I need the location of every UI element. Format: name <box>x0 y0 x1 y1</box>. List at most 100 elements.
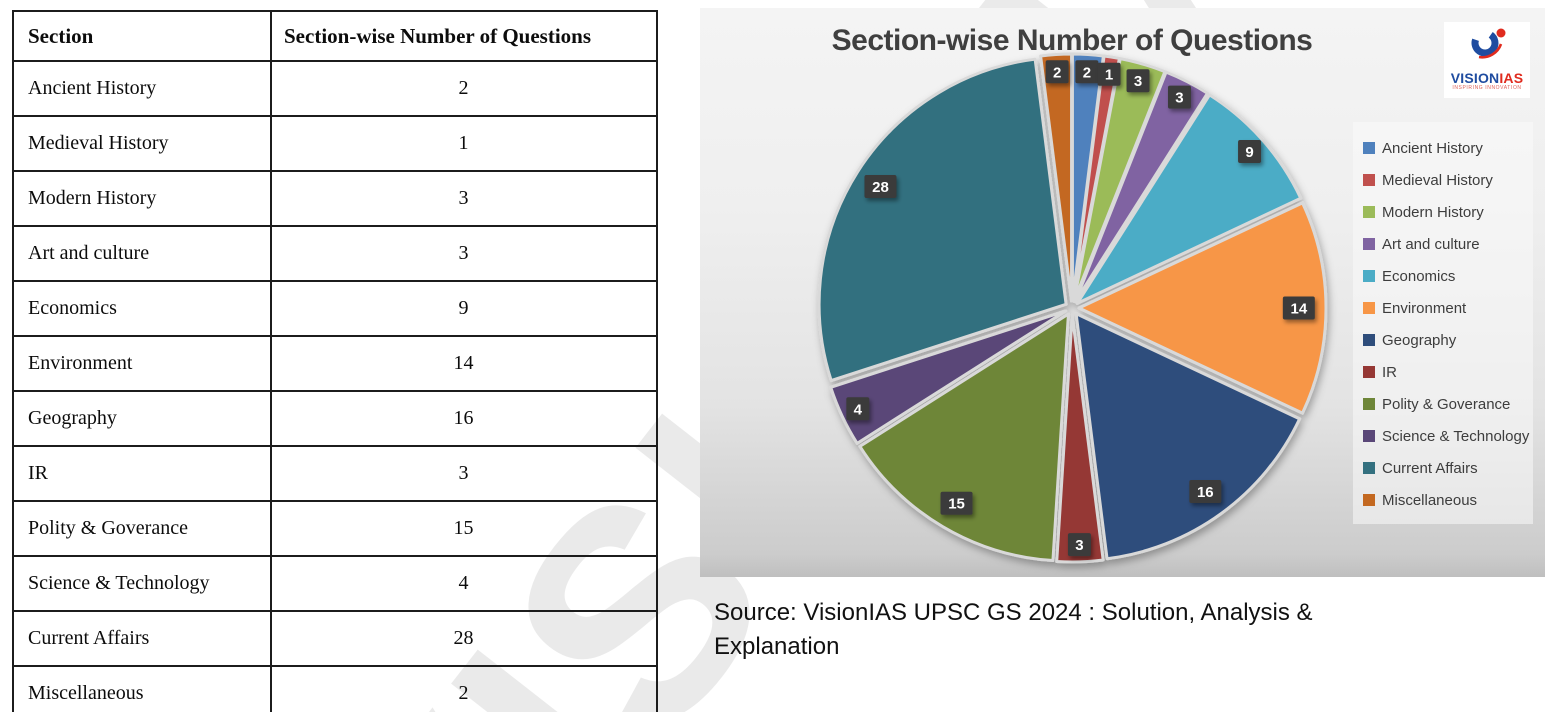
table-cell-section: Economics <box>12 280 272 337</box>
legend-item: Economics <box>1363 260 1533 292</box>
table-cell-section: Current Affairs <box>12 610 272 667</box>
legend-label: Modern History <box>1382 203 1484 221</box>
table-row: Ancient History 2 <box>12 60 658 117</box>
pie-data-label-box <box>1282 296 1315 320</box>
table-cell-section: Ancient History <box>12 60 272 117</box>
pie-slice-geography <box>1074 312 1302 561</box>
pie-data-label-value: 14 <box>1290 301 1307 318</box>
pie-data-label-box <box>1045 60 1069 84</box>
table-cell-questions: 3 <box>270 170 658 227</box>
section-table-head: Section Section-wise Number of Questions <box>12 10 658 62</box>
legend-marker <box>1363 334 1375 346</box>
pie-data-label: 28 <box>864 174 897 198</box>
table-header-cell: Section <box>12 10 272 62</box>
chart-title: Section-wise Number of Questions <box>831 24 1313 57</box>
table-cell-section: Geography <box>12 390 272 447</box>
section-table: Section Section-wise Number of Questions … <box>12 10 658 712</box>
pie-data-label: 16 <box>1189 480 1222 504</box>
legend-label: Current Affairs <box>1382 459 1478 477</box>
legend-label: Medieval History <box>1382 171 1493 189</box>
pie-data-label-value: 2 <box>1053 64 1061 81</box>
legend-marker <box>1363 174 1375 186</box>
table-row: Art and culture 3 <box>12 225 658 282</box>
legend-item: Medieval History <box>1363 164 1533 196</box>
table-cell-questions: 14 <box>270 335 658 392</box>
pie-data-label-value: 9 <box>1245 144 1253 161</box>
pie-slice-current-affairs <box>817 57 1068 383</box>
table-row: Geography 16 <box>12 390 658 447</box>
pie-data-label-box <box>846 397 870 421</box>
pie-data-label-value: 3 <box>1075 537 1083 554</box>
table-row: IR 3 <box>12 445 658 502</box>
legend-item: Miscellaneous <box>1363 484 1533 516</box>
table-cell-questions: 2 <box>270 60 658 117</box>
table-row: Current Affairs 28 <box>12 610 658 667</box>
pie-data-label-box <box>940 491 973 515</box>
table-cell-section: Polity & Goverance <box>12 500 272 557</box>
legend-item: Environment <box>1363 292 1533 324</box>
pie-data-label-box <box>1189 480 1222 504</box>
pie-data-label-box <box>864 174 897 198</box>
legend-marker <box>1363 142 1375 154</box>
pie-chart-panel: Section-wise Number of Questions VISIONI… <box>700 8 1545 577</box>
table-cell-questions: 16 <box>270 390 658 447</box>
pie-data-label: 14 <box>1282 296 1315 320</box>
legend-label: Ancient History <box>1382 139 1483 157</box>
legend-label: IR <box>1382 363 1397 381</box>
legend-item: Science & Technology <box>1363 420 1533 452</box>
table-cell-section: Environment <box>12 335 272 392</box>
visionias-logo-text: VISIONIAS <box>1444 71 1530 85</box>
table-cell-section: Art and culture <box>12 225 272 282</box>
table-cell-questions: 15 <box>270 500 658 557</box>
pie-data-label: 15 <box>940 491 973 515</box>
table-row: Modern History 3 <box>12 170 658 227</box>
legend-item: Art and culture <box>1363 228 1533 260</box>
logo-text-ias: IAS <box>1499 70 1524 86</box>
legend-label: Polity & Goverance <box>1382 395 1511 413</box>
visionias-logo-tagline: INSPIRING INNOVATION <box>1452 85 1522 91</box>
legend-marker <box>1363 430 1375 442</box>
table-row: Science & Technology 4 <box>12 555 658 612</box>
pie-data-label: 3 <box>1067 533 1091 557</box>
table-row: Polity & Goverance 15 <box>12 500 658 557</box>
pie-data-label-box <box>1067 533 1091 557</box>
pie-data-label-value: 16 <box>1197 484 1214 501</box>
pie-slice-polity-goverance <box>858 312 1070 563</box>
legend-item: Polity & Goverance <box>1363 388 1533 420</box>
pie-data-label-value: 2 <box>1083 64 1091 81</box>
table-cell-section: Medieval History <box>12 115 272 172</box>
pie-data-label-box <box>1075 60 1099 84</box>
table-cell-questions: 3 <box>270 445 658 502</box>
table-header-row: Section Section-wise Number of Questions <box>12 10 658 62</box>
source-text: Source: VisionIAS UPSC GS 2024 : Solutio… <box>714 599 1313 660</box>
legend-marker <box>1363 270 1375 282</box>
pie-data-label: 9 <box>1238 139 1262 163</box>
legend-item: Ancient History <box>1363 132 1533 164</box>
pie-slice-science-technology <box>829 309 1068 445</box>
table-header-cell: Section-wise Number of Questions <box>270 10 658 62</box>
pie-data-label-value: 1 <box>1105 67 1113 84</box>
legend-marker <box>1363 366 1375 378</box>
pie-data-label: 1 <box>1097 62 1121 86</box>
pie-data-label-value: 4 <box>854 401 863 418</box>
legend-item: Modern History <box>1363 196 1533 228</box>
table-cell-section: Miscellaneous <box>12 665 272 712</box>
table-cell-questions: 2 <box>270 665 658 712</box>
pie-data-label-value: 15 <box>948 496 965 513</box>
pie-data-label: 3 <box>1126 69 1150 93</box>
table-cell-questions: 3 <box>270 225 658 282</box>
pie-data-label-value: 28 <box>872 179 889 196</box>
legend-item: Current Affairs <box>1363 452 1533 484</box>
pie-data-label-box <box>1126 69 1150 93</box>
pie-data-label: 3 <box>1167 85 1191 109</box>
legend-marker <box>1363 206 1375 218</box>
legend-label: Environment <box>1382 299 1467 317</box>
pie-data-label-box <box>1097 62 1121 86</box>
table-cell-questions: 28 <box>270 610 658 667</box>
table-row: Environment 14 <box>12 335 658 392</box>
table-cell-questions: 9 <box>270 280 658 337</box>
pie-data-label-value: 3 <box>1175 90 1183 107</box>
legend-label: Science & Technology <box>1382 427 1530 445</box>
chart-legend: Ancient History Medieval History Modern Hi… <box>1353 122 1533 524</box>
